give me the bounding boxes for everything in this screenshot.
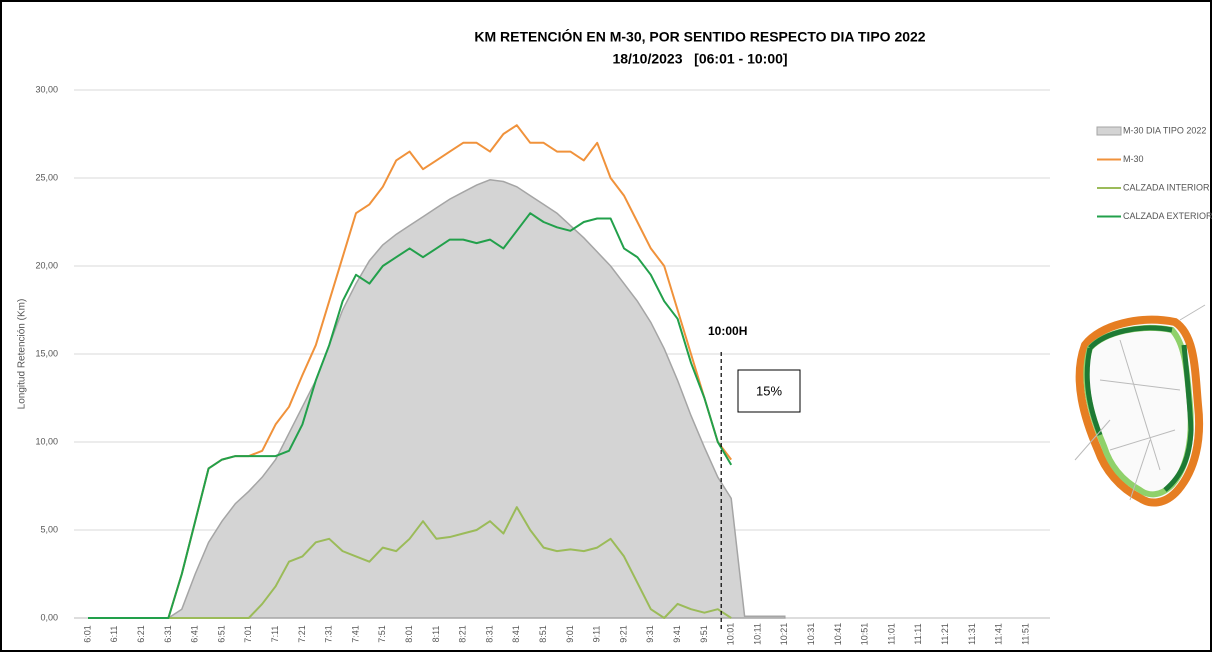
- x-tick-label: 6:41: [190, 625, 200, 643]
- line: [88, 506, 732, 619]
- x-tick-label: 7:31: [324, 625, 334, 643]
- legend-label: M-30: [1123, 154, 1144, 164]
- x-tick-label: 11:01: [886, 623, 896, 645]
- plot: [88, 124, 786, 619]
- x-tick-label: 6:01: [82, 625, 92, 643]
- annotation: 15%: [756, 383, 782, 398]
- x-tick-label: 7:41: [350, 625, 360, 643]
- x-tick-label: 7:51: [377, 625, 387, 643]
- chart-title: KM RETENCIÓN EN M-30, POR SENTIDO RESPEC…: [474, 28, 925, 45]
- line: [88, 212, 733, 619]
- x-tick-label: 9:01: [565, 625, 575, 643]
- x-tick-label: 8:41: [511, 625, 521, 643]
- legend-label: M-30 DIA TIPO 2022: [1123, 125, 1206, 135]
- y-tick-label: 25,00: [35, 172, 58, 182]
- x-tick-label: 7:01: [243, 625, 253, 643]
- x-tick-label: 8:21: [458, 625, 468, 643]
- annotation: 10:00H: [708, 324, 747, 338]
- x-tick-label: 9:31: [645, 625, 655, 643]
- y-axis-label: Longitud Retención (Km): [17, 299, 28, 410]
- x-tick-label: 10:21: [779, 623, 789, 646]
- x-tick-label: 6:21: [136, 625, 146, 643]
- x-tick-label: 9:41: [672, 625, 682, 643]
- x-tick-label: 7:11: [270, 626, 280, 643]
- legend-swatch: [1096, 126, 1122, 136]
- x-tick-label: 11:21: [940, 623, 950, 645]
- x-tick-label: 8:01: [404, 625, 414, 643]
- x-tick-label: 8:51: [538, 625, 548, 643]
- x-tick-label: 7:21: [297, 625, 307, 643]
- x-tick-label: 10:11: [752, 623, 762, 645]
- map-icon: [1074, 304, 1206, 507]
- x-tick-label: 6:11: [109, 626, 119, 643]
- y-tick-label: 5,00: [40, 524, 58, 534]
- area: [88, 178, 786, 619]
- y-tick-label: 15,00: [35, 348, 58, 358]
- x-tick-label: 6:31: [163, 625, 173, 643]
- x-tick-label: 11:31: [967, 623, 977, 645]
- y-tick-label: 20,00: [35, 260, 58, 270]
- x-tick-label: 9:51: [699, 625, 709, 643]
- x-tick-label: 11:41: [994, 623, 1004, 645]
- x-tick-label: 9:11: [592, 626, 602, 643]
- x-tick-label: 11:11: [913, 623, 923, 644]
- x-tick-label: 10:41: [833, 623, 843, 646]
- x-tick-label: 10:51: [860, 623, 870, 646]
- x-tick-label: 9:21: [618, 625, 628, 643]
- x-tick-label: 10:31: [806, 623, 816, 646]
- y-tick-label: 30,00: [35, 84, 58, 94]
- x-tick-label: 8:11: [431, 626, 441, 643]
- x-tick-label: 11:51: [1020, 623, 1030, 645]
- y-tick-label: 0,00: [40, 612, 58, 622]
- legend-label: CALZADA EXTERIOR: [1123, 211, 1212, 221]
- y-tick-label: 10,00: [35, 436, 58, 446]
- x-tick-label: 6:51: [216, 625, 226, 643]
- annotation-box: [737, 369, 801, 413]
- x-tick-label: 10:01: [726, 623, 736, 646]
- x-tick-label: 8:31: [484, 625, 494, 643]
- chart-subtitle: 18/10/2023 [06:01 - 10:00]: [612, 51, 787, 67]
- legend-label: CALZADA INTERIOR: [1123, 182, 1210, 192]
